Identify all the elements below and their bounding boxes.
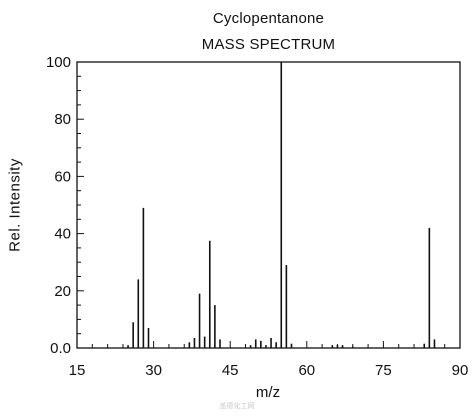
plot-frame: [76, 61, 461, 349]
chart-title: Cyclopentanone: [212, 10, 325, 27]
y-tick-label: 0.0: [50, 340, 71, 357]
y-tick-label: 80: [54, 111, 71, 128]
y-tick-label: 20: [54, 283, 71, 300]
x-tick-label: 15: [69, 362, 86, 379]
chart-subtitle: MASS SPECTRUM: [201, 36, 336, 53]
watermark-text: 盖德化工网: [219, 403, 255, 410]
x-tick-label: 30: [145, 362, 162, 379]
y-tick-label: 100: [46, 54, 71, 71]
y-tick-label: 40: [54, 226, 71, 243]
x-tick-label: 75: [375, 362, 392, 379]
y-tick-label: 60: [54, 168, 71, 185]
x-tick-label: 45: [222, 362, 239, 379]
x-tick-label: 90: [452, 362, 469, 379]
x-tick-label: 60: [298, 362, 315, 379]
x-axis-label: m/z: [255, 384, 281, 401]
